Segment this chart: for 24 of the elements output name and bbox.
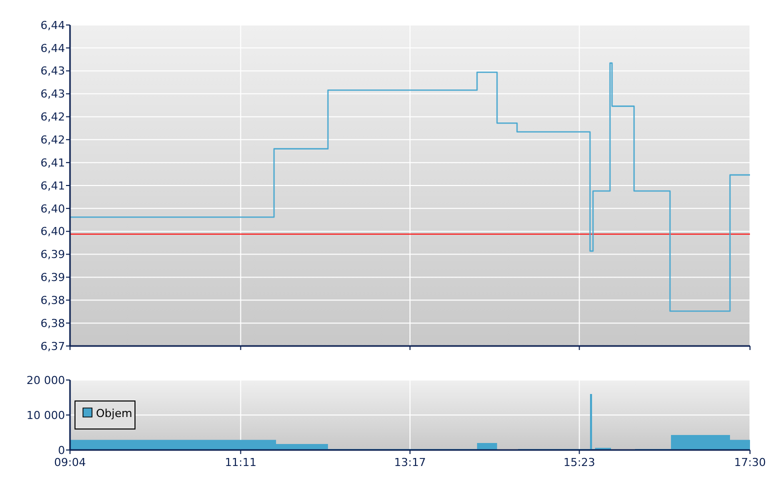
y-tick-label: 6,39 bbox=[40, 248, 65, 262]
y-tick-label: 6,41 bbox=[40, 156, 65, 170]
y-tick-label: 6,41 bbox=[40, 179, 65, 192]
y-tick-label: 6,42 bbox=[40, 110, 65, 124]
y-tick-label: 6,38 bbox=[40, 294, 65, 307]
y-tick-label: 0 bbox=[58, 444, 65, 457]
x-tick-label: 11:11 bbox=[224, 456, 257, 469]
y-tick-label: 6,44 bbox=[40, 42, 65, 55]
x-tick-label: 13:17 bbox=[394, 456, 426, 469]
x-tick-label: 17:30 bbox=[734, 456, 766, 469]
y-tick-label: 6,44 bbox=[40, 18, 65, 32]
y-tick-label: 6,43 bbox=[40, 64, 65, 78]
y-tick-label: 6,40 bbox=[40, 202, 65, 216]
x-tick-label: 09:04 bbox=[54, 456, 86, 469]
y-tick-label: 6,38 bbox=[40, 316, 65, 330]
y-tick-label: 6,43 bbox=[40, 88, 65, 101]
y-tick-label: 6,37 bbox=[40, 340, 65, 353]
y-tick-label: 6,39 bbox=[40, 271, 65, 284]
y-tick-label: 20 000 bbox=[26, 374, 65, 387]
x-tick-label: 15:23 bbox=[563, 456, 596, 469]
y-tick-label: 6,40 bbox=[40, 225, 65, 238]
y-tick-label: 6,42 bbox=[40, 133, 65, 146]
series-label: Objem bbox=[96, 407, 132, 420]
y-tick-label: 10 000 bbox=[26, 408, 65, 422]
